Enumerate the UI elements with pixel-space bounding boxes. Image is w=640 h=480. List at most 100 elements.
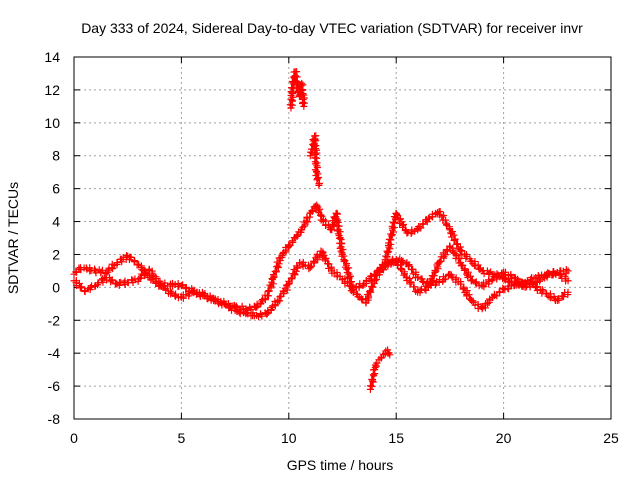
data-point-track-b bbox=[310, 257, 318, 265]
data-point-track-c bbox=[501, 268, 509, 276]
y-tick-label: 6 bbox=[52, 181, 60, 197]
data-point-negative-excursion bbox=[368, 375, 376, 383]
data-point-spike-a bbox=[298, 86, 306, 94]
data-point-track-c bbox=[564, 277, 572, 285]
data-point-track-a bbox=[337, 247, 345, 255]
data-point-track-b bbox=[267, 305, 275, 313]
y-tick-label: 0 bbox=[52, 279, 60, 295]
data-point-track-a bbox=[451, 235, 459, 243]
data-point-track-a bbox=[264, 287, 272, 295]
data-point-track-a bbox=[419, 220, 427, 228]
data-point-track-b bbox=[496, 288, 504, 296]
data-point-track-c bbox=[467, 277, 475, 285]
data-point-track-b bbox=[408, 266, 416, 274]
x-tick-label: 5 bbox=[178, 430, 186, 446]
data-point-track-b bbox=[559, 293, 567, 301]
data-point-spike-b bbox=[313, 168, 321, 176]
data-point-track-b bbox=[201, 290, 209, 298]
data-point-track-c bbox=[397, 264, 405, 272]
data-point-track-a bbox=[127, 253, 135, 261]
data-point-track-b bbox=[276, 293, 284, 301]
data-point-track-a bbox=[334, 230, 342, 238]
data-point-track-a bbox=[98, 266, 106, 274]
data-point-track-a bbox=[390, 228, 398, 236]
data-point-track-a bbox=[399, 222, 407, 230]
data-point-track-c bbox=[472, 279, 480, 287]
data-point-track-b bbox=[501, 286, 509, 294]
data-point-track-a bbox=[500, 275, 508, 283]
data-point-track-c bbox=[518, 278, 526, 286]
data-point-track-c bbox=[467, 272, 475, 280]
data-point-track-a bbox=[365, 292, 373, 300]
data-point-track-a bbox=[182, 283, 190, 291]
data-point-track-a bbox=[345, 264, 353, 272]
x-axis-label: GPS time / hours bbox=[287, 457, 394, 473]
data-point-track-a bbox=[345, 273, 353, 281]
data-point-track-c bbox=[440, 252, 448, 260]
data-point-track-b bbox=[76, 284, 84, 292]
data-point-track-c bbox=[544, 269, 552, 277]
data-point-spike-a bbox=[286, 101, 294, 109]
data-point-track-b bbox=[343, 278, 351, 286]
chart-title: Day 333 of 2024, Sidereal Day-to-day VTE… bbox=[81, 20, 583, 36]
data-point-track-a bbox=[393, 210, 401, 218]
x-tick-label: 20 bbox=[496, 430, 512, 446]
data-point-track-b bbox=[465, 291, 473, 299]
data-point-spike-a bbox=[292, 77, 300, 85]
data-point-spike-a bbox=[297, 86, 305, 94]
data-point-track-c bbox=[456, 254, 464, 262]
data-point-track-a bbox=[343, 269, 351, 277]
data-point-track-c bbox=[460, 266, 468, 274]
data-point-track-a bbox=[384, 249, 392, 257]
data-point-track-a bbox=[131, 257, 139, 265]
x-tick-label: 0 bbox=[70, 430, 78, 446]
data-point-track-b bbox=[493, 292, 501, 300]
data-point-track-b bbox=[108, 276, 116, 284]
data-point-track-c bbox=[416, 289, 424, 297]
data-point-track-c bbox=[436, 257, 444, 265]
data-point-track-c bbox=[378, 266, 386, 274]
data-point-track-b bbox=[547, 294, 555, 302]
data-point-track-b bbox=[86, 286, 94, 294]
x-tick-label: 15 bbox=[388, 430, 404, 446]
data-point-track-b bbox=[171, 291, 179, 299]
data-point-track-b bbox=[505, 285, 513, 293]
x-tick-label: 25 bbox=[603, 430, 619, 446]
y-tick-label: 4 bbox=[52, 214, 60, 230]
y-tick-label: 12 bbox=[44, 82, 60, 98]
data-point-track-b bbox=[554, 295, 562, 303]
data-point-track-a bbox=[417, 224, 425, 232]
data-point-track-c bbox=[430, 272, 438, 280]
data-point-track-c bbox=[377, 264, 385, 272]
data-point-track-b bbox=[115, 281, 123, 289]
y-tick-label: -8 bbox=[48, 411, 61, 427]
data-point-track-a bbox=[306, 213, 314, 221]
data-point-track-b bbox=[206, 292, 214, 300]
data-point-track-c bbox=[406, 280, 414, 288]
data-point-track-b bbox=[564, 288, 572, 296]
data-point-track-b bbox=[235, 306, 243, 314]
data-points bbox=[70, 68, 572, 393]
y-tick-label: 10 bbox=[44, 115, 60, 131]
y-tick-label: 2 bbox=[52, 246, 60, 262]
data-point-track-a bbox=[386, 245, 394, 253]
y-axis-label: SDTVAR / TECUs bbox=[5, 182, 21, 294]
data-point-track-b bbox=[350, 286, 358, 294]
data-point-track-b bbox=[441, 275, 449, 283]
data-point-track-a bbox=[327, 226, 335, 234]
data-point-track-c bbox=[387, 260, 395, 268]
data-point-track-a bbox=[339, 250, 346, 258]
data-point-track-a bbox=[269, 280, 277, 288]
data-point-track-b bbox=[222, 300, 230, 308]
data-point-track-b bbox=[469, 297, 477, 305]
data-point-track-c bbox=[485, 278, 493, 286]
data-point-track-a bbox=[177, 282, 185, 290]
y-tick-label: 8 bbox=[52, 148, 60, 164]
data-point-track-c bbox=[441, 251, 449, 259]
grid-lines bbox=[74, 57, 611, 419]
data-point-track-c bbox=[373, 268, 381, 276]
data-point-track-c bbox=[557, 271, 565, 279]
data-point-track-a bbox=[564, 267, 572, 275]
data-point-track-a bbox=[257, 299, 265, 307]
